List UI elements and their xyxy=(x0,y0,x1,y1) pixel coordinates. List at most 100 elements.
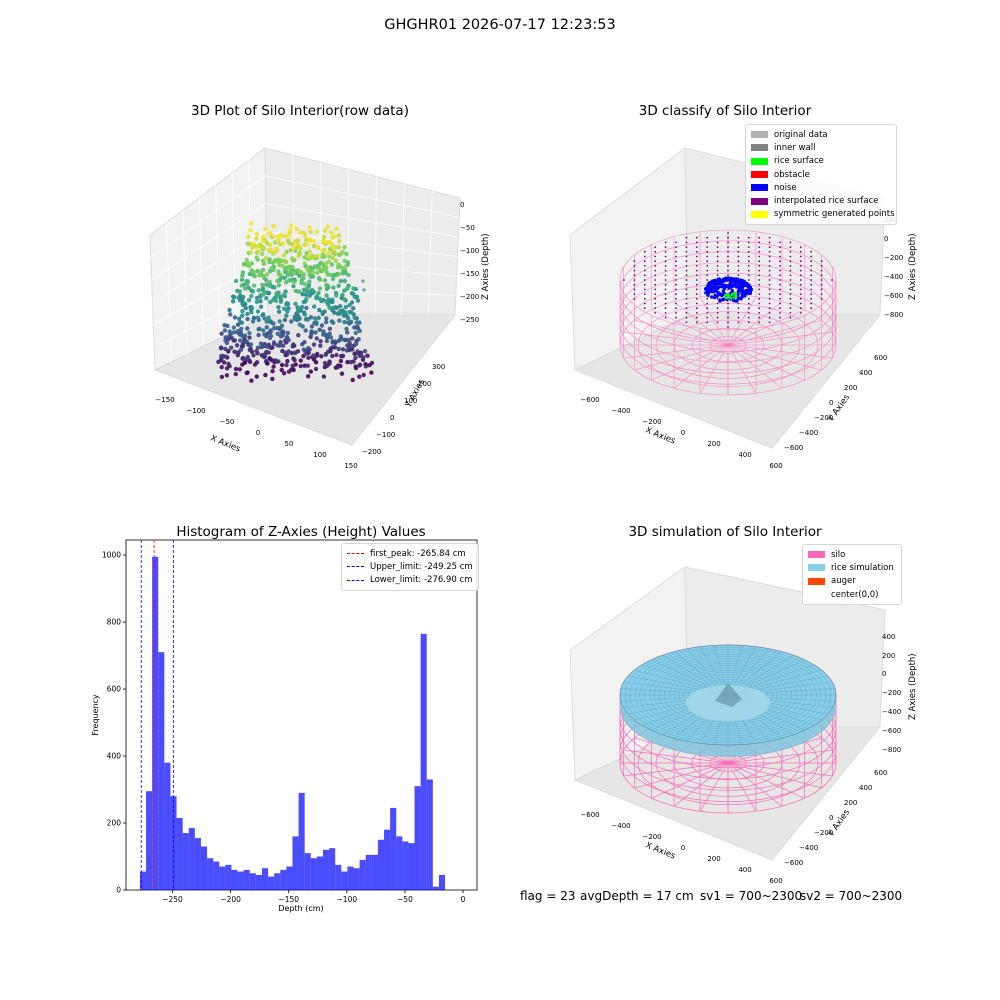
panel2-y-tick: −200 xyxy=(814,414,833,422)
panel1-scatter-point xyxy=(250,289,256,294)
panel1-title: 3D Plot of Silo Interior(row data) xyxy=(191,103,409,119)
panel2-noise-point xyxy=(717,277,721,281)
panel1-scatter-point xyxy=(240,341,246,347)
panel1-scatter-point xyxy=(231,330,237,335)
panel1-scatter-point xyxy=(328,272,334,278)
panel2-noise-point xyxy=(743,282,747,286)
panel3-y-tick-label: 400 xyxy=(107,752,122,761)
panel1-scatter-point xyxy=(342,337,347,342)
panel2-interpolated-point xyxy=(799,312,802,314)
panel2-z-tick: −200 xyxy=(884,254,903,262)
panel1-scatter-point xyxy=(349,310,354,315)
panel2-interpolated-point xyxy=(820,269,823,272)
panel2-interpolated-point xyxy=(695,293,698,295)
panel2-interpolated-point xyxy=(799,255,802,258)
panel3-x-tick-label: 0 xyxy=(461,895,466,904)
panel2-interpolated-point xyxy=(737,307,740,310)
panel1-scatter-point xyxy=(237,289,242,294)
panel1-scatter-point xyxy=(325,224,330,229)
panel2-y-tick: −400 xyxy=(799,429,818,437)
legend-label: Upper_limit: -249.25 cm xyxy=(370,561,473,572)
panel2-interpolated-point xyxy=(675,316,677,319)
panel1-scatter-point xyxy=(335,265,341,270)
panel1-scatter-point xyxy=(308,315,314,320)
panel4-legend: silo rice simulation auger center(0,0) xyxy=(802,544,902,606)
panel1-x-tick: 0 xyxy=(256,429,260,437)
panel1-scatter-point xyxy=(309,329,314,335)
panel1-scatter-point xyxy=(267,283,272,289)
panel2-interpolated-point xyxy=(799,279,802,281)
panel1-scatter-point xyxy=(337,304,343,309)
panel2-interpolated-point xyxy=(664,241,667,244)
panel1-scatter-point xyxy=(344,286,350,291)
panel1-scatter-point xyxy=(324,239,329,245)
panel2-interpolated-point xyxy=(768,293,771,295)
panel1-scatter-point xyxy=(342,319,347,325)
panel2-interpolated-point xyxy=(747,274,750,277)
panel2-interpolated-point xyxy=(706,307,709,310)
panel2-interpolated-point xyxy=(727,255,729,258)
panel2-noise-point xyxy=(733,281,738,285)
panel1-scatter-point xyxy=(291,284,296,289)
panel2-interpolated-point xyxy=(758,260,761,263)
histogram-bar xyxy=(298,792,305,890)
panel2-interpolated-point xyxy=(727,232,729,234)
panel4-x-tick: −600 xyxy=(580,811,599,819)
panel2-interpolated-point xyxy=(654,246,657,248)
silo-floor-spoke xyxy=(727,344,805,381)
panel1-scatter-point xyxy=(337,239,342,244)
panel3-legend-entry: Upper_limit: -249.25 cm xyxy=(347,560,473,573)
panel2-interpolated-point xyxy=(675,297,677,300)
panel1-scatter-point xyxy=(332,246,337,251)
panel2-noise-point xyxy=(739,296,743,300)
panel1-scatter-point xyxy=(284,362,289,368)
panel2-interpolated-point xyxy=(643,279,646,281)
panel2-noise-point xyxy=(723,278,727,282)
histogram-bar xyxy=(408,843,415,890)
panel2-interpolated-point xyxy=(716,246,719,248)
panel2-interpolated-point xyxy=(643,255,646,258)
panel1-scatter-point xyxy=(293,301,298,306)
panel1-y-tick: 100 xyxy=(404,397,417,405)
panel1-scatter-point xyxy=(330,242,335,248)
panel2-interpolated-point xyxy=(747,302,750,305)
panel1-scatter-point xyxy=(250,319,256,324)
histogram-bar xyxy=(286,866,293,890)
panel1-scatter-point xyxy=(243,339,248,344)
panel1-scatter-point xyxy=(240,333,245,338)
panel1-scatter-point xyxy=(332,234,337,239)
panel2-interpolated-point xyxy=(633,260,636,263)
panel2-interpolated-point xyxy=(716,302,719,305)
panel2-interpolated-point xyxy=(643,297,646,300)
panel1-scatter-point xyxy=(273,240,278,245)
panel2-interpolated-point xyxy=(664,302,667,305)
panel1-xlabel: X Axies xyxy=(209,434,242,455)
panel2-interpolated-point xyxy=(810,293,813,295)
panel1-scatter-point xyxy=(350,377,355,383)
panel2-interpolated-point xyxy=(810,269,813,272)
histogram-bar xyxy=(182,833,189,890)
panel2-interpolated-point xyxy=(820,288,823,291)
panel1-scatter-point xyxy=(285,330,290,336)
panel1-scatter-point xyxy=(254,374,259,379)
panel2-interpolated-point xyxy=(643,250,646,253)
legend-label: center(0,0) xyxy=(831,589,879,600)
panel1-scatter-point xyxy=(218,346,224,351)
panel2-interpolated-point xyxy=(779,269,781,272)
panel1-scatter-point xyxy=(301,287,307,292)
panel2-interpolated-point xyxy=(623,279,625,281)
panel1-scatter-point xyxy=(338,358,344,364)
panel2-xlabel: X Axies xyxy=(644,426,677,447)
panel2-interpolated-point xyxy=(706,241,709,244)
panel1-scatter-point xyxy=(255,315,260,320)
footer-flag: flag = 23 xyxy=(520,889,576,903)
panel2-interpolated-point xyxy=(747,312,750,314)
panel2-x-tick: 400 xyxy=(738,451,751,459)
panel1-scatter-point xyxy=(247,335,252,340)
panel1-scatter-point xyxy=(340,292,345,298)
panel2-interpolated-point xyxy=(685,241,688,244)
panel2-interpolated-point xyxy=(695,269,698,272)
panel2-interpolated-point xyxy=(706,236,709,239)
panel1-scatter-point xyxy=(345,343,350,348)
panel2-interpolated-point xyxy=(758,269,761,272)
